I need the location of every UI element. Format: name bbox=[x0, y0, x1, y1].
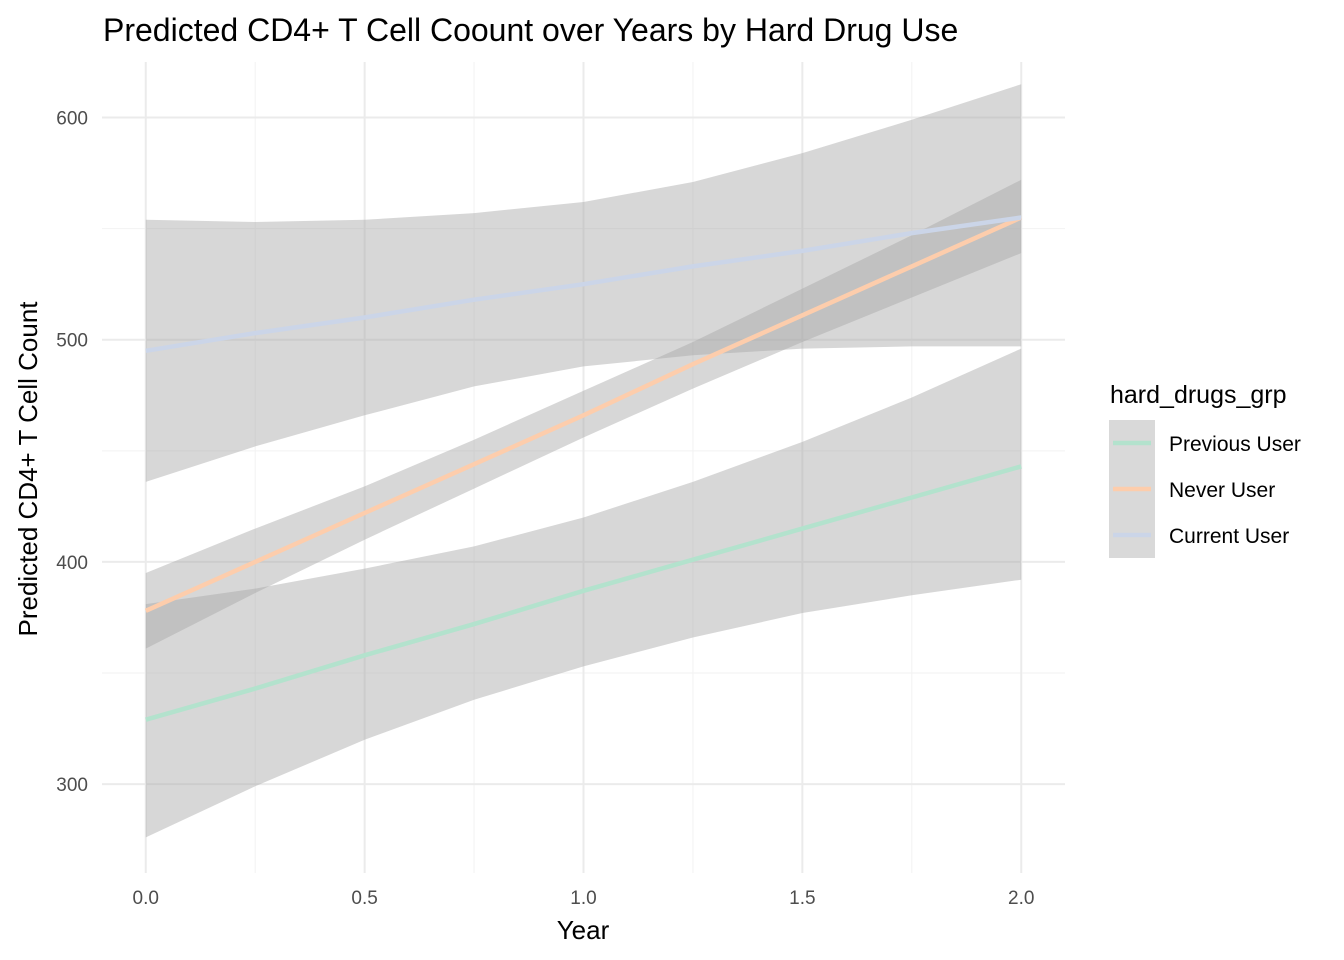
grid bbox=[102, 62, 1065, 873]
x-tick-label: 0.0 bbox=[133, 888, 159, 909]
x-tick-label: 0.5 bbox=[351, 888, 377, 909]
x-tick-label: 1.5 bbox=[789, 888, 815, 909]
legend-label: Current User bbox=[1169, 525, 1289, 548]
legend-item: Never User bbox=[1109, 466, 1275, 512]
y-axis-title: Predicted CD4+ T Cell Count bbox=[13, 301, 43, 637]
series-lines bbox=[144, 215, 1023, 722]
x-tick-label: 2.0 bbox=[1008, 888, 1034, 909]
legend-items: Previous User Never User Current User bbox=[1109, 420, 1301, 558]
legend-item: Current User bbox=[1109, 512, 1289, 558]
y-tick-label: 600 bbox=[56, 109, 88, 130]
legend-title: hard_drugs_grp bbox=[1110, 381, 1287, 409]
y-tick-label: 300 bbox=[56, 775, 88, 796]
y-axis-ticks: 300 400 500 600 bbox=[56, 109, 88, 797]
y-tick-label: 400 bbox=[56, 553, 88, 574]
series-line bbox=[145, 215, 1022, 354]
x-axis-ticks: 0.0 0.5 1.0 1.5 2.0 bbox=[133, 888, 1035, 909]
legend-label: Previous User bbox=[1169, 433, 1301, 456]
chart-title: Predicted CD4+ T Cell Coount over Years … bbox=[103, 12, 958, 48]
legend: hard_drugs_grp Previous User Never User Cu… bbox=[1109, 381, 1301, 558]
x-axis-title: Year bbox=[557, 915, 610, 945]
x-tick-label: 1.0 bbox=[570, 888, 596, 909]
legend-label: Never User bbox=[1169, 479, 1275, 502]
series-line bbox=[145, 464, 1022, 722]
series-line bbox=[144, 215, 1023, 613]
legend-item: Previous User bbox=[1109, 420, 1301, 466]
y-tick-label: 500 bbox=[56, 331, 88, 352]
